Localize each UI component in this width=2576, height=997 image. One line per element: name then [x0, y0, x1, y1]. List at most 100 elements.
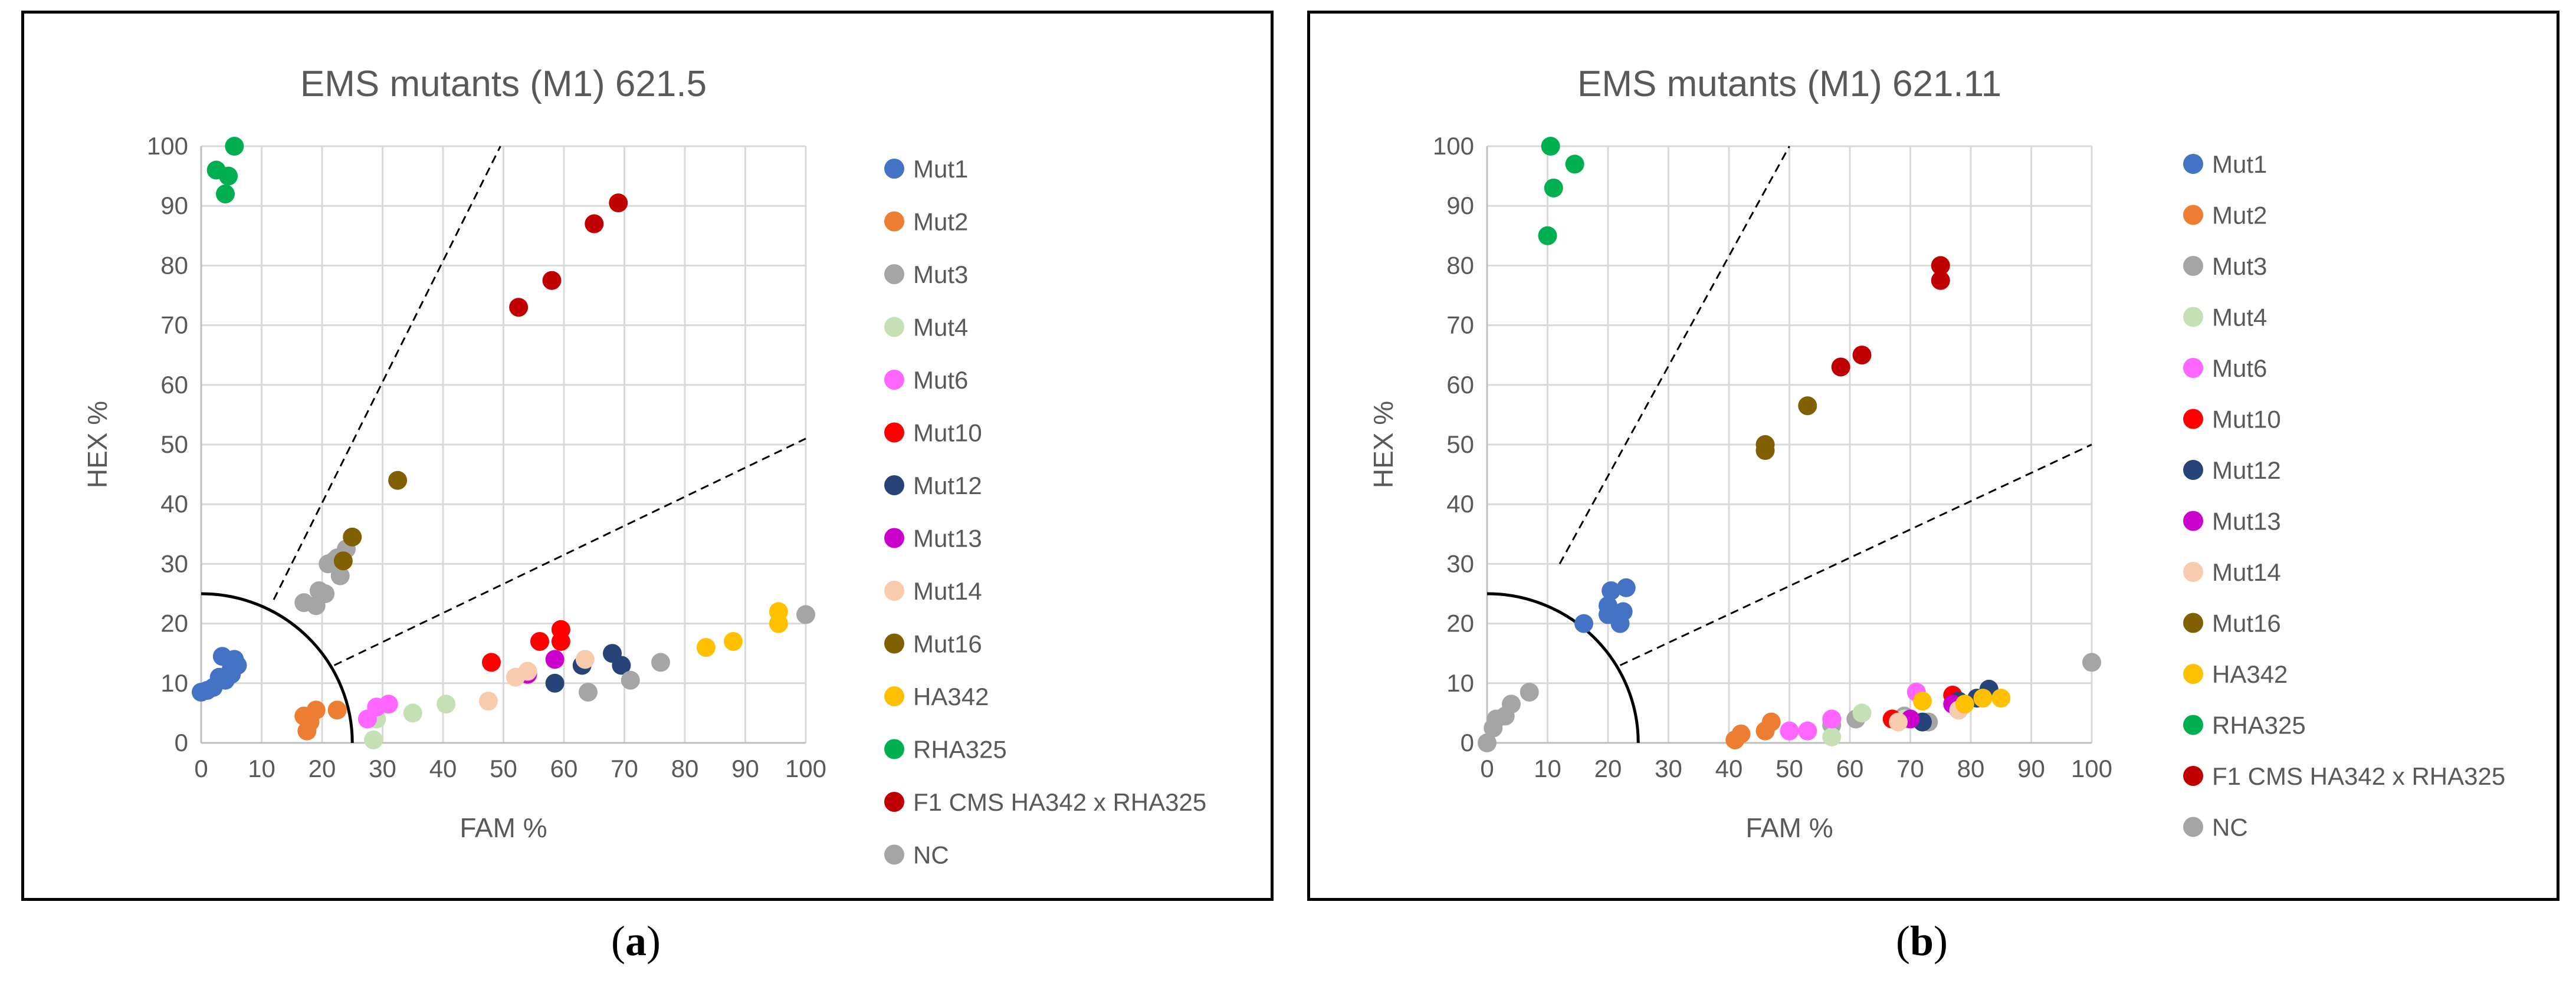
chart-a-legend-label-mut3: Mut3 — [913, 261, 968, 288]
chart-b-legend-label-mut13: Mut13 — [2212, 508, 2281, 535]
chart-a-legend-marker-mut10 — [884, 422, 904, 443]
chart-a-point-mut4-2 — [403, 703, 422, 723]
chart-a-xtick-20: 20 — [309, 755, 336, 782]
chart-b-legend-marker-mut10 — [2183, 409, 2203, 429]
chart-a-legend-marker-ha342 — [884, 686, 904, 706]
chart-a-ytick-70: 70 — [160, 311, 188, 339]
chart-a-point-mut10-1 — [530, 631, 549, 651]
chart-b-ytick-90: 90 — [1446, 192, 1474, 219]
chart-b-upper-guide-line — [1558, 146, 1790, 565]
chart-a-legend-label-mut4: Mut4 — [913, 314, 968, 341]
chart-a-legend-label-ha342: HA342 — [913, 683, 989, 710]
chart-a-series-mut12 — [545, 644, 631, 693]
chart-a-series-ha342 — [696, 602, 788, 657]
chart-b-point-mut4-1 — [1852, 703, 1872, 723]
chart-b-svg: EMS mutants (M1) 621.11 0 10 20 30 40 50 60 70 80… — [1368, 64, 2505, 843]
chart-b-legend-label-ha342: HA342 — [2212, 660, 2288, 688]
chart-b-legend-marker-rha325 — [2183, 715, 2203, 735]
chart-a-lower-guide-line — [333, 437, 806, 666]
chart-a-ytick-100: 100 — [147, 132, 188, 160]
chart-b-xtick-30: 30 — [1655, 755, 1682, 782]
chart-b-legend-marker-mut2 — [2183, 205, 2203, 225]
chart-a-legend-marker-mut1 — [884, 159, 904, 179]
chart-b-gridlines — [1487, 145, 2093, 743]
chart-b-point-nc-0 — [1478, 733, 1497, 752]
chart-b-xtick-70: 70 — [1896, 755, 1924, 782]
chart-b-legend-label-mut3: Mut3 — [2212, 252, 2267, 280]
chart-b-legend-marker-mut6 — [2183, 358, 2203, 378]
chart-b-point-mut6-1 — [1798, 721, 1817, 741]
chart-b-xtick-40: 40 — [1715, 755, 1743, 782]
chart-b-point-nc-5 — [1520, 682, 1539, 702]
chart-b-xtick-0: 0 — [1480, 755, 1494, 782]
chart-a-series-rha325 — [206, 137, 244, 203]
chart-b-point-f1-cms-ha342-x-rha325-2 — [1931, 271, 1950, 290]
chart-a-point-mut10-3 — [551, 620, 570, 639]
chart-b-point-f1-cms-ha342-x-rha325-3 — [1931, 256, 1950, 275]
caption-b: (b) — [1895, 917, 1948, 965]
chart-a-svg: EMS mutants (M1) 621.5 0 10 20 30 40 50 60 70 80 9… — [82, 64, 1206, 869]
chart-b-point-rha325-0 — [1538, 226, 1557, 245]
chart-b-ytick-50: 50 — [1446, 430, 1474, 458]
chart-a-title: EMS mutants (M1) 621.5 — [300, 64, 707, 104]
chart-b-legend-label-mut4: Mut4 — [2212, 304, 2267, 331]
chart-a-point-mut3-6 — [330, 566, 350, 585]
chart-b-legend: Mut1 Mut2 Mut3 Mut4 Mut6 Mut10 Mut12 Mut13 Mut14… — [2183, 150, 2505, 841]
chart-a-point-mut12-3 — [612, 656, 631, 675]
chart-a-point-mut4-0 — [364, 730, 383, 749]
chart-a-xtick-0: 0 — [194, 755, 208, 782]
chart-a-legend-label-mut16: Mut16 — [913, 630, 982, 658]
chart-b-point-nc-4 — [1502, 695, 1521, 714]
chart-b-series-rha325 — [1538, 137, 1584, 245]
chart-b-ytick-30: 30 — [1446, 549, 1474, 577]
chart-b-point-mut2-1 — [1731, 724, 1751, 743]
chart-a-upper-guide-line — [273, 146, 501, 600]
chart-b-legend-marker-mut3 — [2183, 256, 2203, 276]
chart-b-series-mut2 — [1725, 712, 1781, 749]
chart-b-xtick-60: 60 — [1836, 755, 1864, 782]
chart-b-series-ha342 — [1913, 689, 2011, 714]
chart-b-legend-label-mut12: Mut12 — [2212, 456, 2281, 484]
chart-b-legend-label-mut14: Mut14 — [2212, 558, 2281, 586]
chart-b-ytick-80: 80 — [1446, 251, 1474, 279]
chart-b-legend-marker-f1-cms-ha342-x-rha325 — [2183, 766, 2203, 786]
chart-b-legend-label-mut1: Mut1 — [2212, 150, 2267, 178]
chart-b-xtick-80: 80 — [1957, 755, 1985, 782]
chart-a-point-nc-3 — [651, 653, 670, 672]
chart-a-legend-label-f1-cms-ha342-x-rha325: F1 CMS HA342 x RHA325 — [913, 788, 1206, 816]
chart-a-threshold-arc — [201, 592, 354, 743]
chart-a-series-mut14 — [478, 650, 595, 711]
chart-a-point-rha325-2 — [219, 166, 238, 186]
chart-b-point-mut2-3 — [1761, 712, 1781, 732]
chart-a-point-nc-0 — [294, 593, 314, 613]
chart-panel-b: EMS mutants (M1) 621.11 0 10 20 30 40 50 60 70 80… — [1307, 11, 2559, 901]
chart-a-point-rha325-3 — [225, 137, 244, 156]
chart-a-series-mut2 — [294, 700, 347, 741]
chart-a-xtick-50: 50 — [490, 755, 517, 782]
chart-b-legend-marker-mut14 — [2183, 562, 2203, 582]
chart-b-legend-label-nc: NC — [2212, 814, 2248, 841]
chart-b-legend-label-mut16: Mut16 — [2212, 610, 2281, 637]
chart-a-point-nc-4 — [796, 605, 815, 624]
chart-a-series-mut1 — [192, 647, 247, 702]
chart-b-point-rha325-2 — [1544, 178, 1563, 198]
chart-b-ytick-0: 0 — [1461, 729, 1474, 756]
chart-b-legend-label-rha325: RHA325 — [2212, 712, 2306, 739]
chart-a-point-mut16-1 — [343, 527, 362, 547]
chart-a-point-mut12-0 — [545, 673, 565, 693]
chart-b-legend-marker-mut13 — [2183, 511, 2203, 531]
chart-a-series-mut3 — [306, 539, 356, 616]
chart-b-point-mut1-3 — [1602, 581, 1621, 600]
chart-b-xtick-10: 10 — [1534, 755, 1561, 782]
chart-b-xlabel: FAM % — [1745, 812, 1833, 843]
chart-a-ytick-80: 80 — [160, 251, 188, 279]
chart-b-ytick-100: 100 — [1433, 132, 1474, 160]
chart-a-ylabel: HEX % — [82, 401, 113, 488]
chart-b-legend-marker-mut16 — [2183, 613, 2203, 633]
chart-a-ytick-40: 40 — [160, 490, 188, 518]
chart-b-point-mut4-0 — [1822, 727, 1842, 746]
caption-a-letter: a — [625, 917, 647, 965]
chart-b-legend-label-mut10: Mut10 — [2212, 406, 2281, 433]
chart-b-point-mut14-0 — [1889, 712, 1908, 732]
chart-a-point-mut10-0 — [482, 653, 501, 672]
